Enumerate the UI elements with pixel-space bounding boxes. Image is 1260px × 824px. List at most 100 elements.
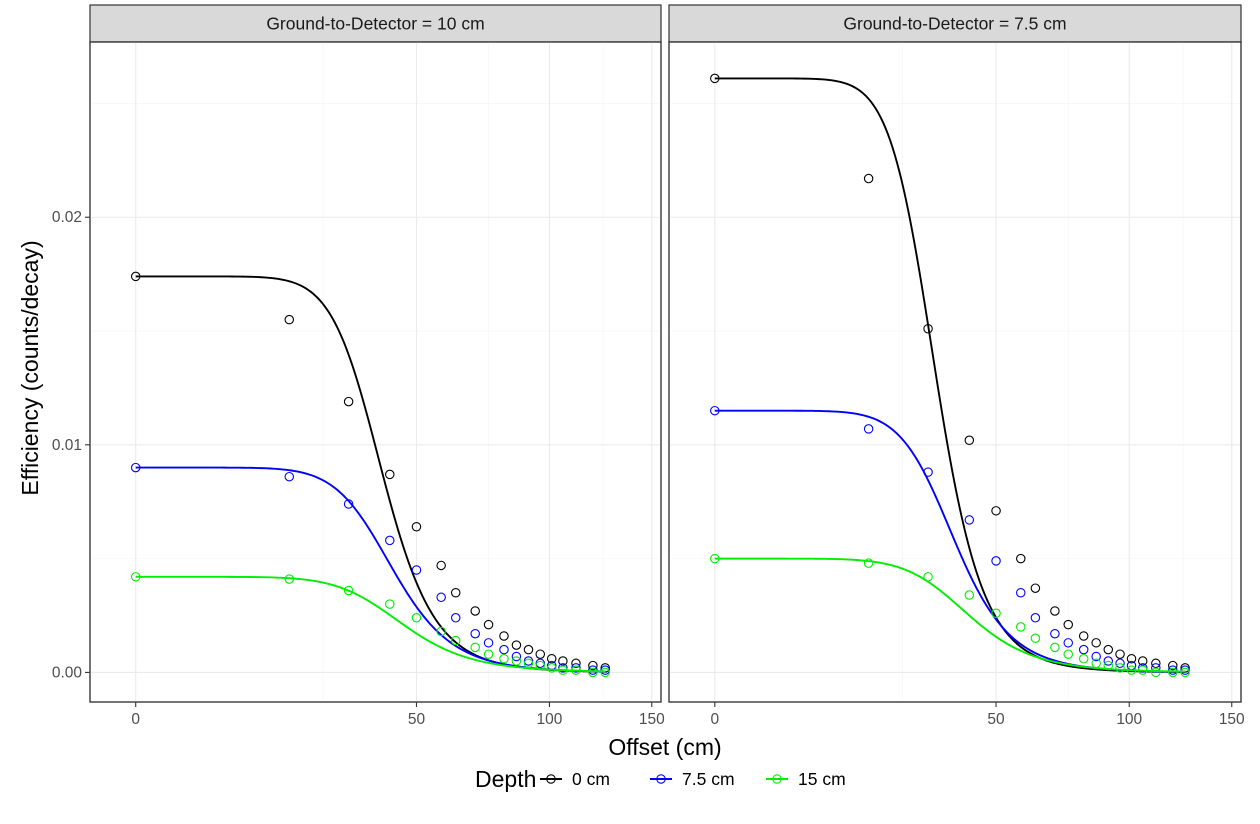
legend-point-key	[772, 774, 782, 784]
data-point	[710, 553, 720, 564]
data-point	[1137, 656, 1148, 666]
data-point	[1030, 633, 1041, 644]
x-tick-label: 100	[537, 711, 563, 728]
data-point	[546, 654, 557, 664]
data-point	[499, 644, 509, 655]
data-point	[1091, 658, 1101, 669]
plot-area	[89, 41, 662, 703]
data-point	[436, 626, 446, 637]
data-point	[535, 660, 546, 671]
x-axis-title: Offset (cm)	[608, 734, 721, 760]
data-point	[284, 574, 295, 584]
data-point	[923, 467, 933, 477]
data-point	[1016, 588, 1026, 598]
data-point	[1115, 649, 1125, 659]
facet-title: Ground-to-Detector = 10 cm	[266, 14, 484, 34]
data-point	[1103, 656, 1114, 666]
data-point	[863, 558, 874, 568]
data-point	[130, 572, 141, 582]
data-point	[1063, 638, 1073, 648]
data-point	[964, 435, 975, 446]
data-point	[1078, 644, 1089, 655]
facet-panel-2: Ground-to-Detector = 7.5 cm	[668, 4, 1242, 703]
data-point	[1050, 628, 1060, 639]
data-point	[1050, 642, 1060, 653]
data-point	[1078, 654, 1089, 664]
data-point	[863, 173, 874, 184]
data-point	[436, 592, 446, 603]
y-tick-label: 0.01	[52, 437, 82, 454]
data-point	[523, 658, 534, 669]
data-point	[1103, 644, 1114, 655]
data-point	[1180, 667, 1190, 678]
data-point	[1126, 654, 1137, 664]
data-point	[964, 590, 975, 600]
data-point	[523, 656, 534, 666]
data-point	[343, 396, 354, 407]
data-point	[436, 560, 446, 571]
data-point	[571, 665, 581, 675]
data-point	[483, 619, 494, 630]
legend-label: 7.5 cm	[682, 769, 735, 789]
data-point	[411, 565, 422, 575]
data-point	[470, 606, 480, 616]
data-point	[1168, 660, 1178, 671]
data-point	[483, 649, 494, 659]
data-point	[1137, 665, 1148, 675]
data-point	[600, 665, 610, 675]
legend-label: 0 cm	[572, 769, 610, 789]
legend-item: 7.5 cm	[650, 769, 735, 789]
data-point	[710, 405, 720, 416]
data-point	[385, 535, 395, 546]
axes-layer: 0 50 100 150 0.00 0.01 0.02 0 50 100 150	[52, 209, 1245, 728]
legend-point-key	[546, 774, 556, 784]
gridlines	[669, 42, 1241, 702]
data-point	[600, 667, 610, 678]
x-tick-label: 50	[408, 711, 426, 728]
data-point	[1151, 667, 1161, 678]
data-point	[1151, 663, 1161, 673]
fit-line	[135, 575, 606, 673]
data-point	[1078, 631, 1089, 641]
data-point	[470, 642, 480, 653]
data-point	[991, 556, 1001, 566]
data-point	[499, 631, 509, 641]
facet-strip	[668, 4, 1242, 43]
legend: Depth 0 cm 7.5 cm 15 cm	[475, 766, 846, 792]
data-point	[411, 613, 422, 623]
data-point	[411, 522, 422, 532]
data-point	[1091, 651, 1101, 662]
data-point	[499, 654, 509, 664]
x-tick-label: 0	[710, 711, 719, 728]
fit-line	[714, 557, 1186, 673]
data-point	[991, 608, 1001, 618]
data-point	[1030, 613, 1041, 623]
data-point	[1180, 665, 1190, 675]
data-point	[511, 651, 522, 662]
facet-panel-1: Ground-to-Detector = 10 cm	[89, 4, 662, 703]
data-point	[588, 660, 598, 671]
data-point	[1115, 658, 1125, 669]
data-point	[130, 271, 141, 282]
data-point	[1016, 553, 1026, 564]
data-point	[1180, 663, 1190, 673]
data-point	[710, 73, 720, 84]
data-point	[1103, 660, 1114, 671]
data-point	[1016, 622, 1026, 632]
data-point	[511, 656, 522, 666]
x-tick-label: 100	[1116, 711, 1142, 728]
panel-border	[668, 41, 1242, 703]
data-point	[1115, 663, 1125, 673]
legend-point-key	[656, 774, 666, 784]
x-tick-label: 50	[987, 711, 1005, 728]
legend-item: 0 cm	[540, 769, 610, 789]
legend-item: 15 cm	[766, 769, 846, 789]
data-point	[600, 663, 610, 673]
data-point	[535, 649, 546, 659]
facet-title: Ground-to-Detector = 7.5 cm	[843, 14, 1066, 34]
data-point	[1126, 665, 1137, 675]
panel-border	[89, 41, 662, 703]
data-point	[964, 515, 975, 525]
data-point	[130, 462, 141, 473]
